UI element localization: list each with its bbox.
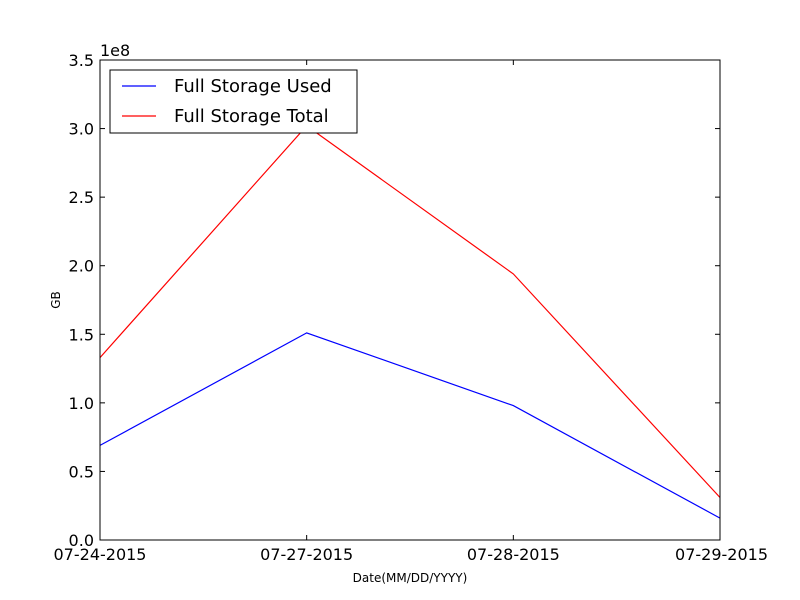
legend-label-1: Full Storage Total — [174, 106, 329, 127]
series-line-1 — [99, 124, 721, 498]
legend: Full Storage Used Full Storage Total — [109, 69, 358, 134]
x-tick-label: 07-27-2015 — [260, 545, 353, 564]
plot-frame — [99, 59, 721, 541]
x-tick-label: 07-29-2015 — [675, 545, 768, 564]
y-tick-label: 1.0 — [69, 394, 94, 413]
y-tick-label: 1.5 — [69, 325, 94, 344]
y-axis-label: GB — [49, 291, 63, 309]
x-tick-label: 07-28-2015 — [467, 545, 560, 564]
x-axis-label: Date(MM/DD/YYYY) — [353, 571, 468, 585]
y-tick-label: 3.0 — [69, 120, 94, 139]
series-line-0 — [99, 332, 721, 519]
y-tick-label: 0.5 — [69, 462, 94, 481]
y-offset-label: 1e8 — [100, 41, 130, 60]
legend-box — [109, 69, 358, 134]
axis-ticks: 0.0 0.5 1.0 1.5 2.0 2.5 3.0 3.5 07-24-2015 07-27-… — [54, 51, 768, 564]
y-tick-label: 2.5 — [69, 188, 94, 207]
y-tick-label: 0.0 — [69, 531, 94, 550]
y-tick-label: 3.5 — [69, 51, 94, 70]
x-tick-label: 07-24-2015 — [54, 545, 147, 564]
plot-series — [99, 124, 721, 519]
legend-label-0: Full Storage Used — [174, 76, 332, 97]
y-tick-label: 2.0 — [69, 257, 94, 276]
